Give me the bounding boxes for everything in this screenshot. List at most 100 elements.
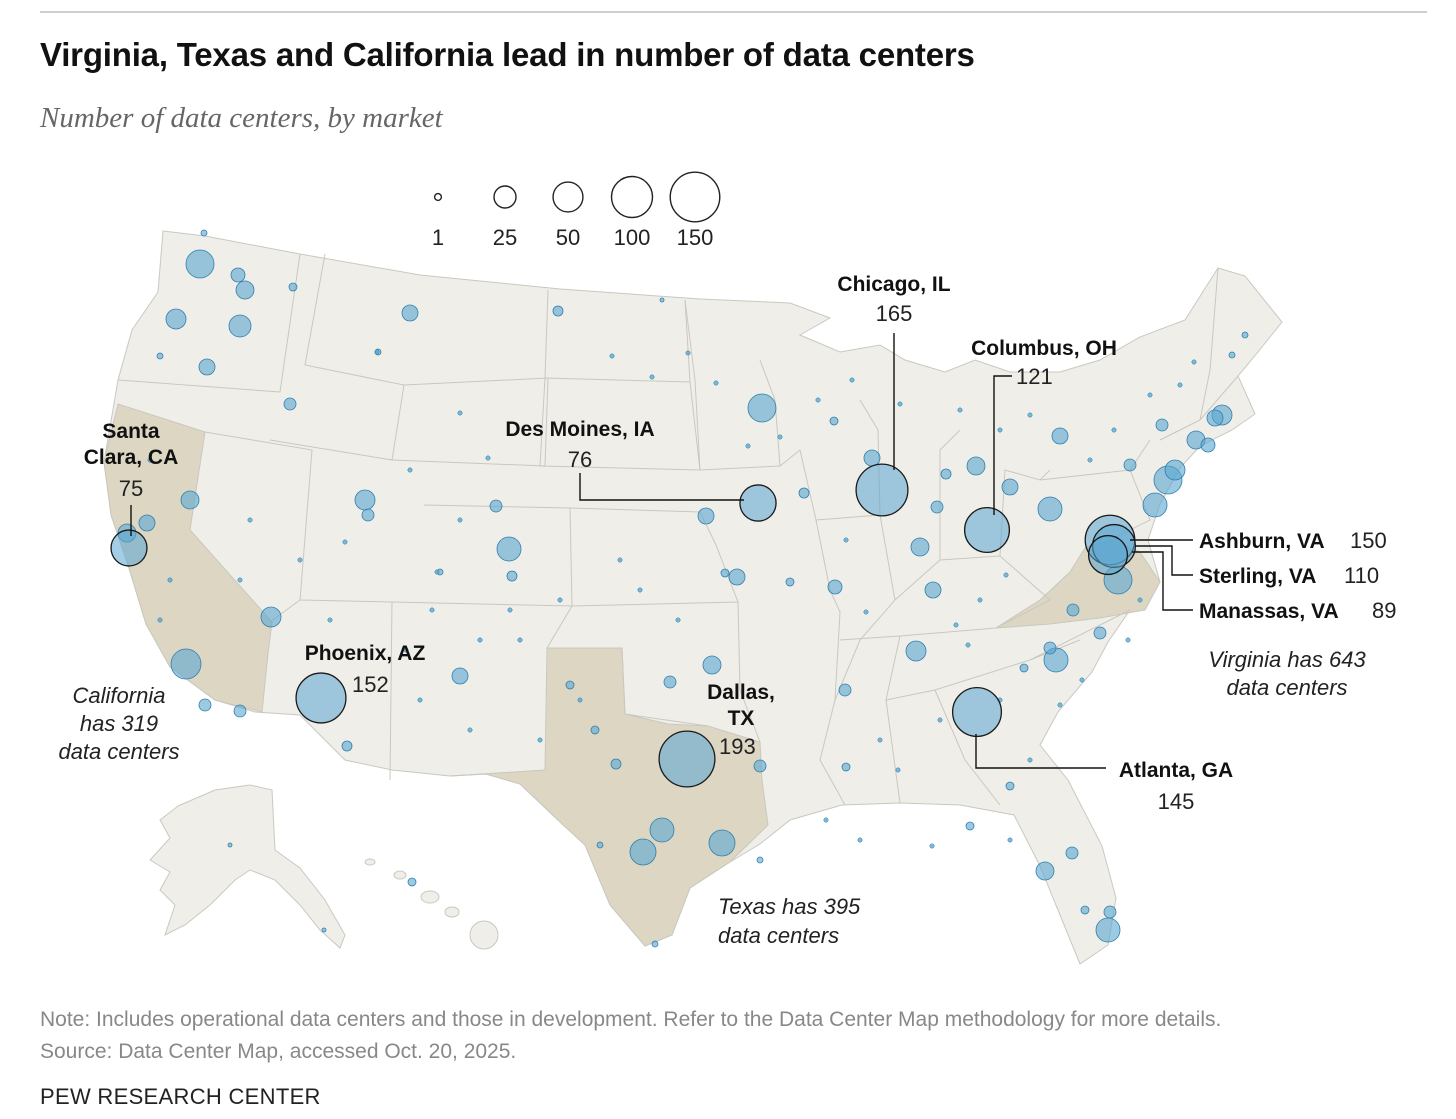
market-dot — [247, 517, 253, 523]
market-dot — [198, 358, 216, 376]
market-dot — [180, 490, 200, 510]
label-dallas-line2: TX — [728, 707, 755, 730]
value-columbus: 121 — [1016, 364, 1053, 389]
legend-circle-100 — [610, 175, 654, 219]
market-dot — [965, 642, 971, 648]
texas-state — [449, 647, 769, 947]
legend-label-1: 1 — [432, 225, 444, 250]
market-dot — [629, 838, 657, 866]
market-dot — [1037, 496, 1063, 522]
market-dot — [637, 587, 643, 593]
california-note-line1: California — [73, 683, 166, 708]
market-dot — [552, 305, 564, 317]
bubble-columbus-oh — [963, 506, 1011, 554]
market-dot — [577, 697, 583, 703]
label-des-moines: Des Moines, IA — [505, 418, 654, 441]
market-dot — [756, 856, 764, 864]
market-dot — [1051, 427, 1069, 445]
market-dot — [1228, 351, 1236, 359]
market-dot — [1123, 458, 1137, 472]
market-dot — [288, 282, 298, 292]
columbus-leader — [993, 375, 1012, 515]
market-dot — [1080, 905, 1090, 915]
source-text: Source: Data Center Map, accessed Oct. 2… — [40, 1040, 517, 1063]
market-dot — [321, 927, 327, 933]
market-dot — [1065, 846, 1079, 860]
label-santa-clara-line2: Clara, CA — [84, 446, 179, 469]
market-dot — [1057, 702, 1063, 708]
market-dot — [829, 416, 839, 426]
value-chicago: 165 — [876, 301, 913, 326]
market-dot — [785, 577, 795, 587]
market-dot — [156, 352, 164, 360]
market-dot — [283, 397, 297, 411]
market-dot — [170, 648, 202, 680]
market-dot — [1095, 917, 1121, 943]
market-dot — [753, 759, 767, 773]
value-manassas: 89 — [1372, 598, 1396, 623]
market-dot — [200, 229, 208, 237]
market-dot — [849, 377, 855, 383]
market-dot — [407, 877, 417, 887]
market-dot — [233, 704, 247, 718]
label-ashburn: Ashburn, VA — [1199, 530, 1325, 553]
market-dot — [485, 455, 491, 461]
market-dot — [1206, 409, 1224, 427]
market-dot — [165, 308, 187, 330]
market-dot — [451, 667, 469, 685]
top-rule — [40, 11, 1427, 13]
label-dallas-line1: Dallas, — [707, 681, 775, 704]
market-dot — [1005, 781, 1015, 791]
legend-label-100: 100 — [614, 225, 651, 250]
market-dot — [857, 837, 863, 843]
market-dot — [651, 940, 659, 948]
market-dot — [713, 380, 719, 386]
market-dot — [940, 468, 952, 480]
market-dot — [260, 606, 282, 628]
texas-note-line2: data centers — [718, 923, 839, 948]
market-dot — [609, 353, 615, 359]
value-ashburn: 150 — [1350, 528, 1387, 553]
market-dot — [138, 514, 156, 532]
us-data-center-map: 1 25 50 100 150 Santa Clara, CA 75 Des Moine… — [58, 171, 1397, 965]
legend-circle-150 — [669, 171, 721, 223]
market-dot — [937, 717, 943, 723]
value-des-moines: 76 — [568, 447, 592, 472]
market-dot — [977, 597, 983, 603]
market-dot — [649, 374, 655, 380]
market-dot — [720, 568, 730, 578]
market-dot — [745, 443, 751, 449]
market-labels: Santa Clara, CA 75 Des Moines, IA 76 Chi… — [84, 273, 1397, 814]
market-dot — [697, 507, 715, 525]
market-dot — [1137, 597, 1143, 603]
market-dot — [230, 267, 246, 283]
market-dot — [1043, 641, 1057, 655]
market-dot — [905, 640, 927, 662]
market-dot — [924, 581, 942, 599]
label-sterling: Sterling, VA — [1199, 565, 1316, 588]
market-dot — [747, 393, 777, 423]
manassas-leader — [1132, 551, 1193, 611]
market-dot — [843, 537, 849, 543]
legend-circle-50 — [552, 181, 584, 213]
market-dot — [910, 537, 930, 557]
major-market-bubbles — [110, 463, 1137, 788]
market-dot — [1003, 572, 1009, 578]
market-dot — [167, 577, 173, 583]
market-dot — [185, 249, 215, 279]
label-columbus: Columbus, OH — [971, 337, 1117, 360]
leader-lines — [130, 333, 1193, 769]
market-dot — [649, 817, 675, 843]
market-dot — [506, 570, 518, 582]
market-dot — [1035, 861, 1055, 881]
market-dot — [537, 737, 543, 743]
market-dot — [659, 297, 665, 303]
market-dot — [863, 449, 881, 467]
market-dot — [457, 410, 463, 416]
market-dot — [590, 725, 600, 735]
bubble-manassas-va — [1087, 534, 1129, 576]
market-dot — [728, 568, 746, 586]
market-dot — [777, 434, 783, 440]
value-sterling: 110 — [1344, 563, 1379, 588]
market-dot — [457, 517, 463, 523]
